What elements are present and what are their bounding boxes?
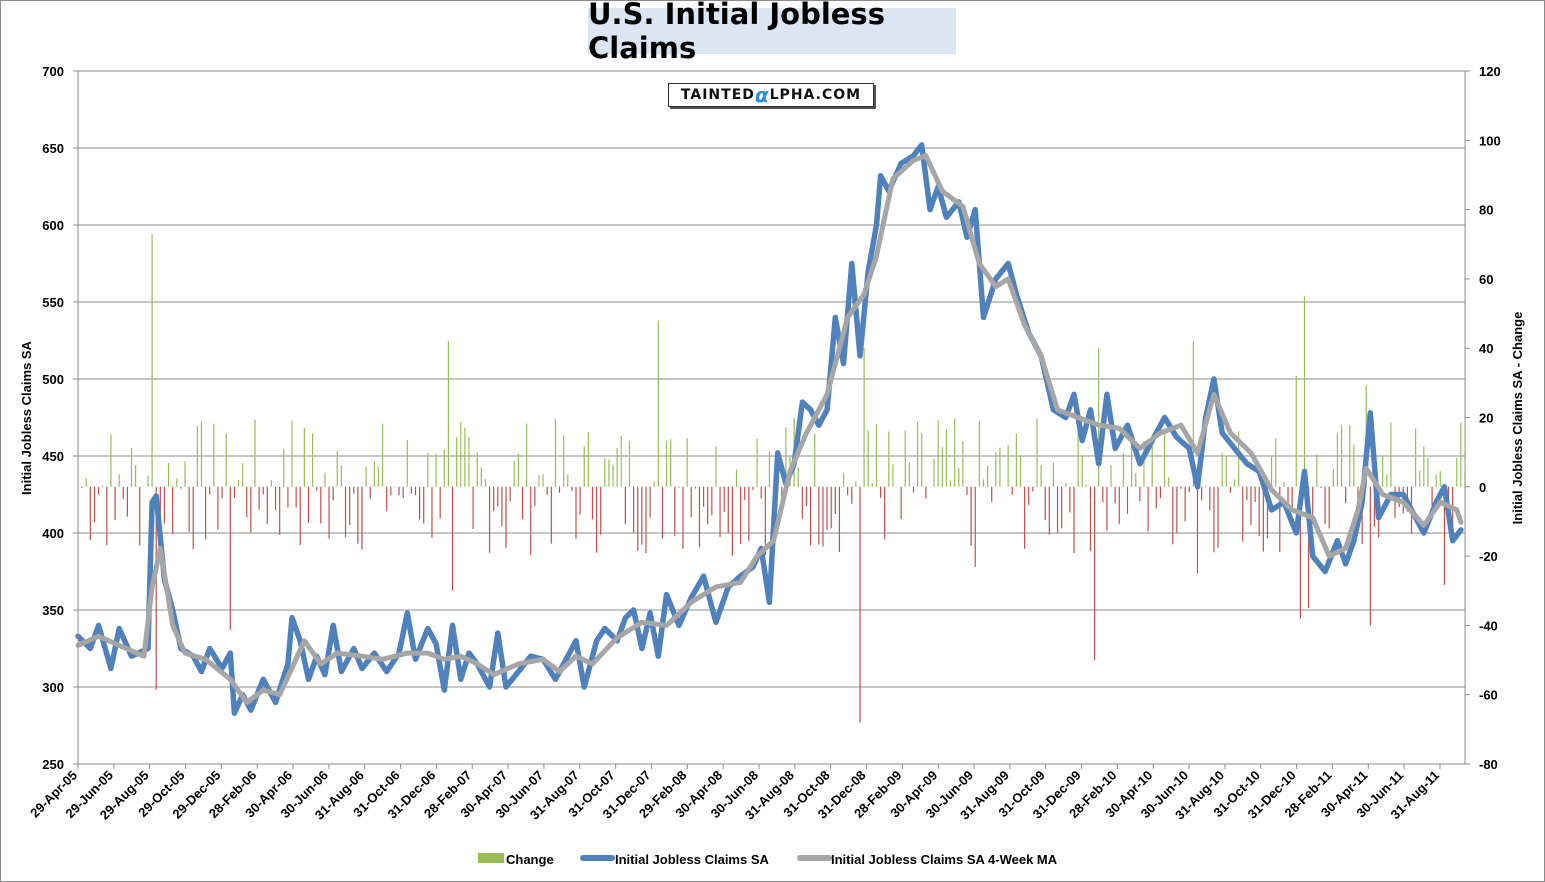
- legend-label-change: Change: [506, 852, 554, 867]
- change-bars: [81, 233, 1466, 723]
- x-axis-tick-labels: 29-Apr-0529-Jun-0529-Aug-0529-Oct-0529-D…: [27, 768, 1442, 823]
- y2-tick-label: 0: [1479, 480, 1486, 495]
- y2-tick-label: -40: [1479, 618, 1498, 633]
- y2-tick-label: 120: [1479, 64, 1501, 79]
- y-tick-label: 350: [42, 603, 64, 618]
- y2-tick-label: 20: [1479, 411, 1493, 426]
- series-lines: [75, 142, 1464, 716]
- legend-swatch-change: [478, 853, 504, 863]
- y-tick-label: 400: [42, 526, 64, 541]
- alpha-letter-icon: α: [754, 83, 770, 107]
- y-axis-title: Initial Jobless Claims SA: [19, 340, 34, 494]
- y2-axis-tick-labels: -80 -60 -40 -20 0 20 40 60 80 100 120: [1479, 64, 1501, 772]
- y-tick-label: 450: [42, 449, 64, 464]
- y-tick-label: 550: [42, 295, 64, 310]
- claims-line: [75, 142, 1464, 716]
- y2-tick-label: 80: [1479, 203, 1493, 218]
- y-tick-label: 500: [42, 372, 64, 387]
- y-axis-tick-labels: 250 300 350 400 450 500 550 600 650 700: [42, 64, 64, 772]
- y2-tick-label: -80: [1479, 757, 1498, 772]
- y2-axis-title: Initial Jobless Claims SA - Change: [1510, 312, 1525, 525]
- gridlines: [78, 70, 1465, 688]
- y-tick-label: 600: [42, 218, 64, 233]
- y-tick-label: 300: [42, 680, 64, 695]
- y-tick-label: 700: [42, 64, 64, 79]
- ma-line: [75, 153, 1464, 705]
- brand-text-suffix: LPHA.COM: [769, 87, 862, 103]
- brand-text-prefix: TAINTED: [680, 87, 755, 103]
- y2-tick-label: 40: [1479, 341, 1493, 356]
- legend-label-claims: Initial Jobless Claims SA: [615, 852, 769, 867]
- y2-tick-label: 100: [1479, 133, 1501, 148]
- y-tick-label: 250: [42, 757, 64, 772]
- brand-watermark: TAINTED α LPHA.COM: [668, 83, 874, 107]
- y2-tick-label: -20: [1479, 549, 1498, 564]
- y2-tick-label: 60: [1479, 272, 1493, 287]
- legend: Change Initial Jobless Claims SA Initial…: [478, 852, 1058, 867]
- y-tick-label: 650: [42, 141, 64, 156]
- axes: [73, 70, 1470, 769]
- legend-label-ma: Initial Jobless Claims SA 4-Week MA: [831, 852, 1058, 867]
- y2-tick-label: -60: [1479, 688, 1498, 703]
